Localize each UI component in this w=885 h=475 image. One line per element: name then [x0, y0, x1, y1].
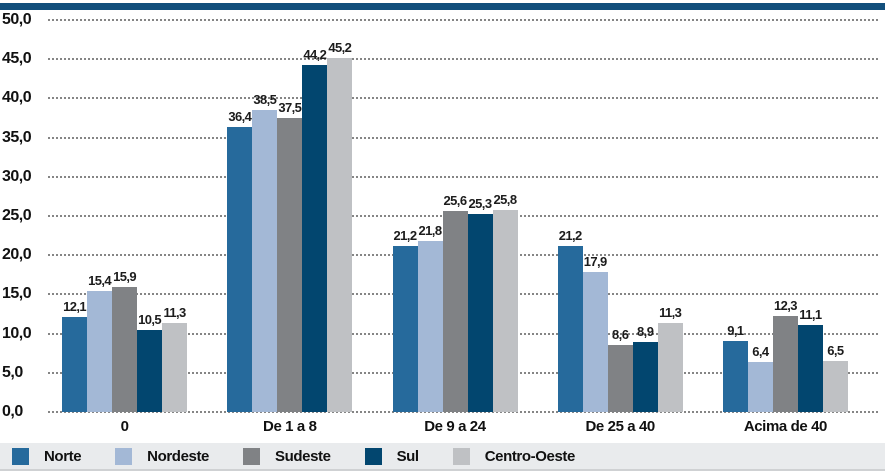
bar	[327, 57, 353, 412]
y-axis-tick-label: 50,0	[2, 11, 32, 28]
bar	[797, 324, 823, 412]
bar	[392, 245, 418, 412]
gridline	[48, 411, 878, 413]
gridline	[48, 97, 878, 100]
bar	[657, 323, 683, 412]
bar	[492, 209, 518, 412]
bar-value-label: 44,2	[303, 47, 327, 63]
bar-value-label: 12,3	[773, 297, 798, 313]
bar-value-label: 21,8	[418, 223, 443, 239]
bar	[557, 245, 583, 412]
y-axis-tick-label: 10,0	[2, 324, 32, 342]
legend-label: Sul	[396, 447, 420, 465]
top-border-rule	[0, 3, 885, 10]
y-axis-tick-label: 0,0	[2, 403, 23, 420]
bar	[137, 329, 163, 412]
bar-value-label: 15,9	[113, 269, 137, 285]
category-label: Acima de 40	[743, 418, 828, 435]
bar-value-label: 45,2	[328, 39, 352, 55]
y-axis-tick-label: 15,0	[2, 285, 32, 303]
legend-swatch	[364, 447, 382, 465]
gridline	[48, 58, 878, 61]
legend-item: Sul	[364, 447, 420, 465]
legend-item: Sudeste	[243, 447, 331, 465]
bar	[442, 211, 468, 412]
bar-value-label: 11,3	[659, 305, 682, 321]
category-label: De 9 a 24	[424, 418, 486, 435]
bar	[112, 287, 138, 412]
y-axis-tick-label: 45,0	[2, 50, 32, 68]
gridline	[48, 19, 878, 21]
bar-value-label: 11,3	[163, 305, 187, 321]
y-axis-tick-label: 5,0	[2, 363, 23, 381]
bar	[632, 342, 658, 412]
bar	[747, 361, 773, 412]
legend-swatch	[12, 447, 29, 465]
bar-value-label: 36,4	[228, 108, 252, 124]
gridline	[48, 136, 878, 139]
bar-value-label: 37,5	[278, 100, 302, 115]
bar	[227, 126, 253, 412]
legend-swatch	[452, 447, 470, 465]
bar-value-label: 8,9	[637, 324, 654, 340]
y-axis-tick-label: 35,0	[2, 128, 32, 146]
bar-value-label: 25,6	[443, 193, 468, 209]
bar	[277, 118, 303, 412]
gridline	[48, 175, 878, 178]
y-axis-tick-label: 20,0	[2, 246, 32, 264]
legend: Norte Nordeste Sudeste Sul Centro-Oeste	[0, 443, 885, 471]
bar-value-label: 11,1	[799, 306, 822, 322]
bar-value-label: 6,4	[752, 343, 769, 359]
bar	[162, 323, 188, 412]
bar-value-label: 10,5	[138, 311, 162, 327]
bar-value-label: 25,3	[468, 195, 493, 211]
legend-item: Centro-Oeste	[452, 447, 576, 465]
y-axis-tick-label: 25,0	[2, 207, 32, 224]
y-axis-tick-label: 40,0	[2, 89, 32, 107]
category-label: De 1 a 8	[263, 418, 317, 435]
bar-value-label: 25,8	[493, 191, 518, 207]
legend-item: Norte	[12, 447, 82, 465]
bar	[302, 65, 328, 412]
bar	[607, 344, 633, 412]
bar	[722, 340, 748, 412]
bar-value-label: 6,5	[827, 343, 844, 359]
bar	[417, 241, 443, 412]
bar	[467, 213, 493, 412]
legend-swatch	[243, 447, 260, 465]
bar-value-label: 15,4	[88, 273, 112, 289]
bar	[822, 361, 848, 412]
legend-swatch	[115, 447, 133, 465]
legend-label: Nordeste	[147, 447, 209, 465]
bar	[772, 315, 798, 412]
bar-value-label: 21,2	[393, 227, 418, 243]
bar-value-label: 8,6	[612, 326, 629, 342]
bar	[87, 291, 113, 412]
legend-item: Nordeste	[115, 447, 209, 465]
bar-value-label: 9,1	[727, 322, 744, 338]
bar-value-label: 17,9	[583, 253, 608, 269]
legend-label: Norte	[44, 447, 82, 465]
bar-value-label: 38,5	[253, 92, 277, 108]
legend-label: Sudeste	[275, 447, 331, 465]
bar	[582, 271, 608, 412]
bar	[252, 110, 278, 412]
category-label: De 25 a 40	[585, 418, 655, 435]
y-axis-tick-label: 30,0	[2, 167, 32, 185]
category-label: 0	[120, 418, 129, 435]
bar	[62, 317, 88, 412]
bar-value-label: 12,1	[63, 299, 87, 315]
legend-label: Centro-Oeste	[484, 447, 576, 465]
bar-value-label: 21,2	[558, 227, 583, 243]
